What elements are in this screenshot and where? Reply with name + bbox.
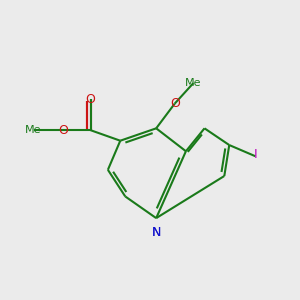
Text: Me: Me	[185, 78, 202, 88]
Text: Me: Me	[25, 125, 42, 135]
Text: I: I	[254, 148, 257, 161]
Text: N: N	[152, 226, 161, 238]
Text: O: O	[170, 97, 180, 110]
Text: N: N	[152, 226, 161, 238]
Text: O: O	[58, 124, 68, 137]
Text: O: O	[85, 93, 95, 106]
